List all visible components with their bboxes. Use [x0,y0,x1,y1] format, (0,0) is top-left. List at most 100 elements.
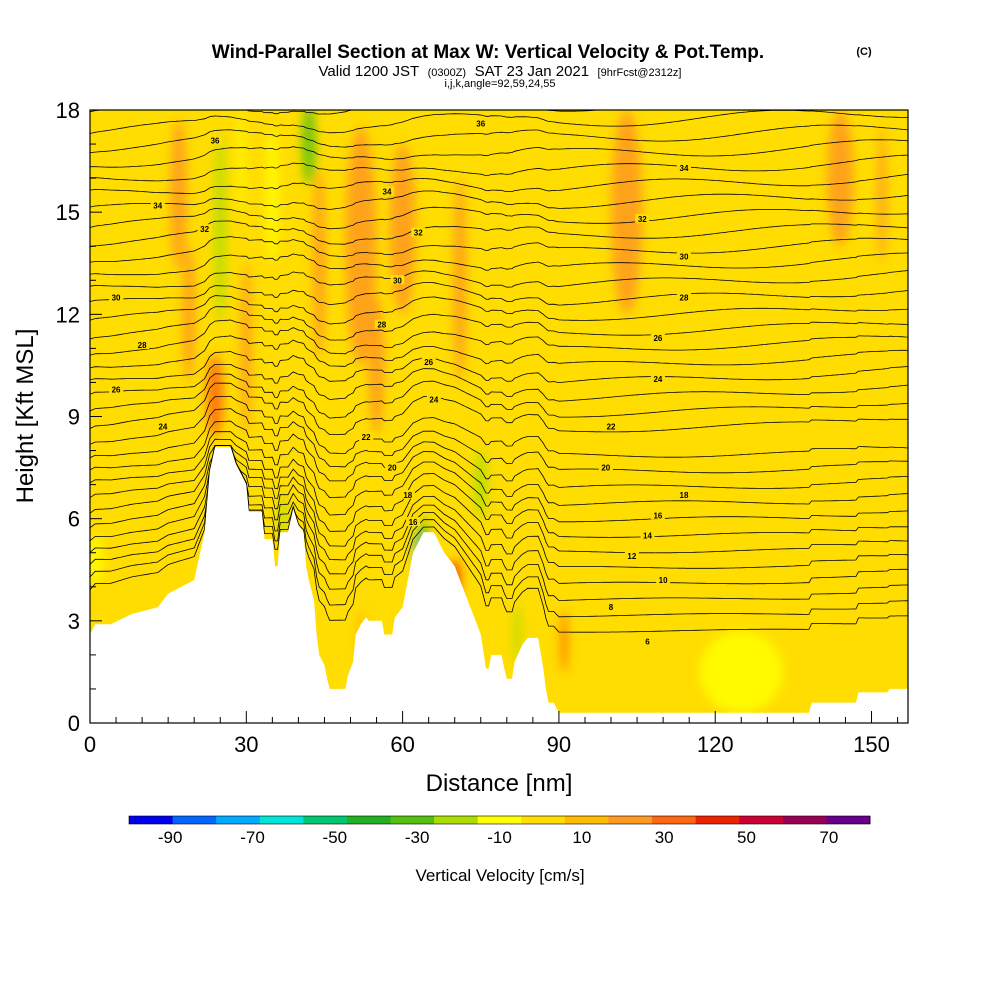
theta-label-16: 16 [406,517,421,527]
chart-title: Wind-Parallel Section at Max W: Vertical… [212,42,764,63]
theta-label-8: 8 [606,602,616,612]
colorbar-tick-label: 30 [655,828,674,847]
theta-label-bg [604,421,619,431]
theta-contour-line [90,438,908,523]
theta-label-24: 24 [426,394,441,404]
theta-contours [90,110,908,633]
velocity-features [90,110,887,713]
theta-label-text: 16 [653,511,662,520]
theta-contour-line [90,282,908,306]
theta-label-bg [135,339,150,349]
theta-label-28: 28 [135,339,150,350]
theta-label-32: 32 [635,213,650,224]
plot-area: 6 8 10 12 14 16 16 18 18 20 20 22 22 24 24 24 26 26 26 28 28… [90,110,908,723]
velocity-cell-19 [561,610,568,672]
theta-label-bg [676,162,691,172]
theta-contour-line [90,190,908,210]
theta-label-text: 24 [653,375,662,384]
theta-label-text: 30 [680,252,689,261]
theta-label-bg [650,510,665,520]
theta-contour-line [90,173,908,194]
theta-label-text: 26 [424,358,433,367]
theta-label-bg [374,319,389,329]
theta-label-12: 12 [624,551,639,561]
x-tick-label: 120 [697,732,734,757]
theta-label-text: 18 [403,491,412,500]
theta-label-22: 22 [604,421,619,432]
theta-label-22: 22 [359,431,374,442]
theta-contour-line [90,395,908,458]
theta-contour-line [90,319,908,356]
theta-label-text: 32 [638,215,647,224]
theta-label-14: 14 [640,530,655,541]
colorbar-tick-label: -30 [405,828,430,847]
theta-label-text: 28 [138,341,147,350]
valid-utc-time: (0300Z) [428,67,467,79]
theta-contour-line [90,431,908,506]
colorbar-swatch [390,816,435,824]
theta-label-text: 22 [607,423,616,432]
x-tick-label: 90 [547,732,571,757]
theta-label-bg [650,333,665,343]
colorbar-swatch [521,816,566,824]
theta-label-36: 36 [473,118,488,129]
velocity-cell-21 [827,110,854,247]
colorbar-swatch [695,816,740,824]
y-tick-label: 3 [68,609,80,634]
theta-label-bg [473,118,488,128]
theta-label-bg [426,394,441,404]
colorbar-swatch [652,816,697,824]
theta-label-text: 28 [680,293,689,302]
theta-label-bg [406,517,421,527]
theta-label-bg [109,384,124,394]
theta-label-text: 36 [476,120,485,129]
velocity-cell-4 [237,110,245,213]
theta-label-text: 20 [601,464,610,473]
y-tick-label: 15 [56,200,80,225]
colorbar-swatch [477,816,522,824]
theta-label-28: 28 [676,292,691,302]
theta-label-text: 32 [200,225,209,234]
theta-label-text: 34 [383,188,392,197]
theta-label-text: 34 [680,164,689,173]
theta-label-text: 12 [627,552,636,561]
theta-label-text: 24 [158,423,167,432]
theta-contour-line [90,373,908,419]
theta-contour-line [90,270,908,288]
theta-label-34: 34 [150,200,165,210]
velocity-cell-2 [206,355,224,437]
theta-label-bg [656,574,671,584]
colorbar-swatch [129,816,174,824]
theta-label-20: 20 [385,462,400,473]
velocity-cell-8 [302,110,316,185]
theta-label-26: 26 [650,333,665,343]
theta-label-30: 30 [390,275,405,285]
velocity-cell-0 [170,120,187,271]
theta-contour-line [90,139,908,168]
colorbar-swatch [739,816,784,824]
colorbar-swatch [434,816,479,824]
theta-label-bg [379,186,394,196]
theta-contour-line [90,382,908,435]
theta-label-bg [642,636,652,646]
theta-label-bg [606,602,616,612]
theta-label-30: 30 [109,292,124,302]
colorbar-swatch [782,816,827,824]
theta-label-18: 18 [676,489,691,500]
theta-contour-line [90,220,908,248]
valid-local-time: Valid 1200 JST [319,63,420,80]
velocity-cell-5 [241,263,252,434]
theta-label-bg [676,489,691,499]
theta-contour-labels: 6 8 10 12 14 16 16 18 18 20 20 22 22 24 24 24 26 26 26 28 28… [109,118,691,646]
colorbar: -90 -70 -50 -30 -10 10 30 50 70 [128,815,871,847]
colorbar-swatch [303,816,348,824]
velocity-cell-1 [182,246,196,383]
theta-label-bg [390,275,405,285]
copyright-mark: (C) [856,46,872,58]
y-axis-label: Height [Kft MSL] [12,329,39,504]
theta-label-bg [359,431,374,441]
colorbar-swatch [826,816,871,824]
theta-contour-line [90,335,908,369]
colorbar-tick-label: 50 [737,828,756,847]
theta-label-26: 26 [421,357,436,367]
